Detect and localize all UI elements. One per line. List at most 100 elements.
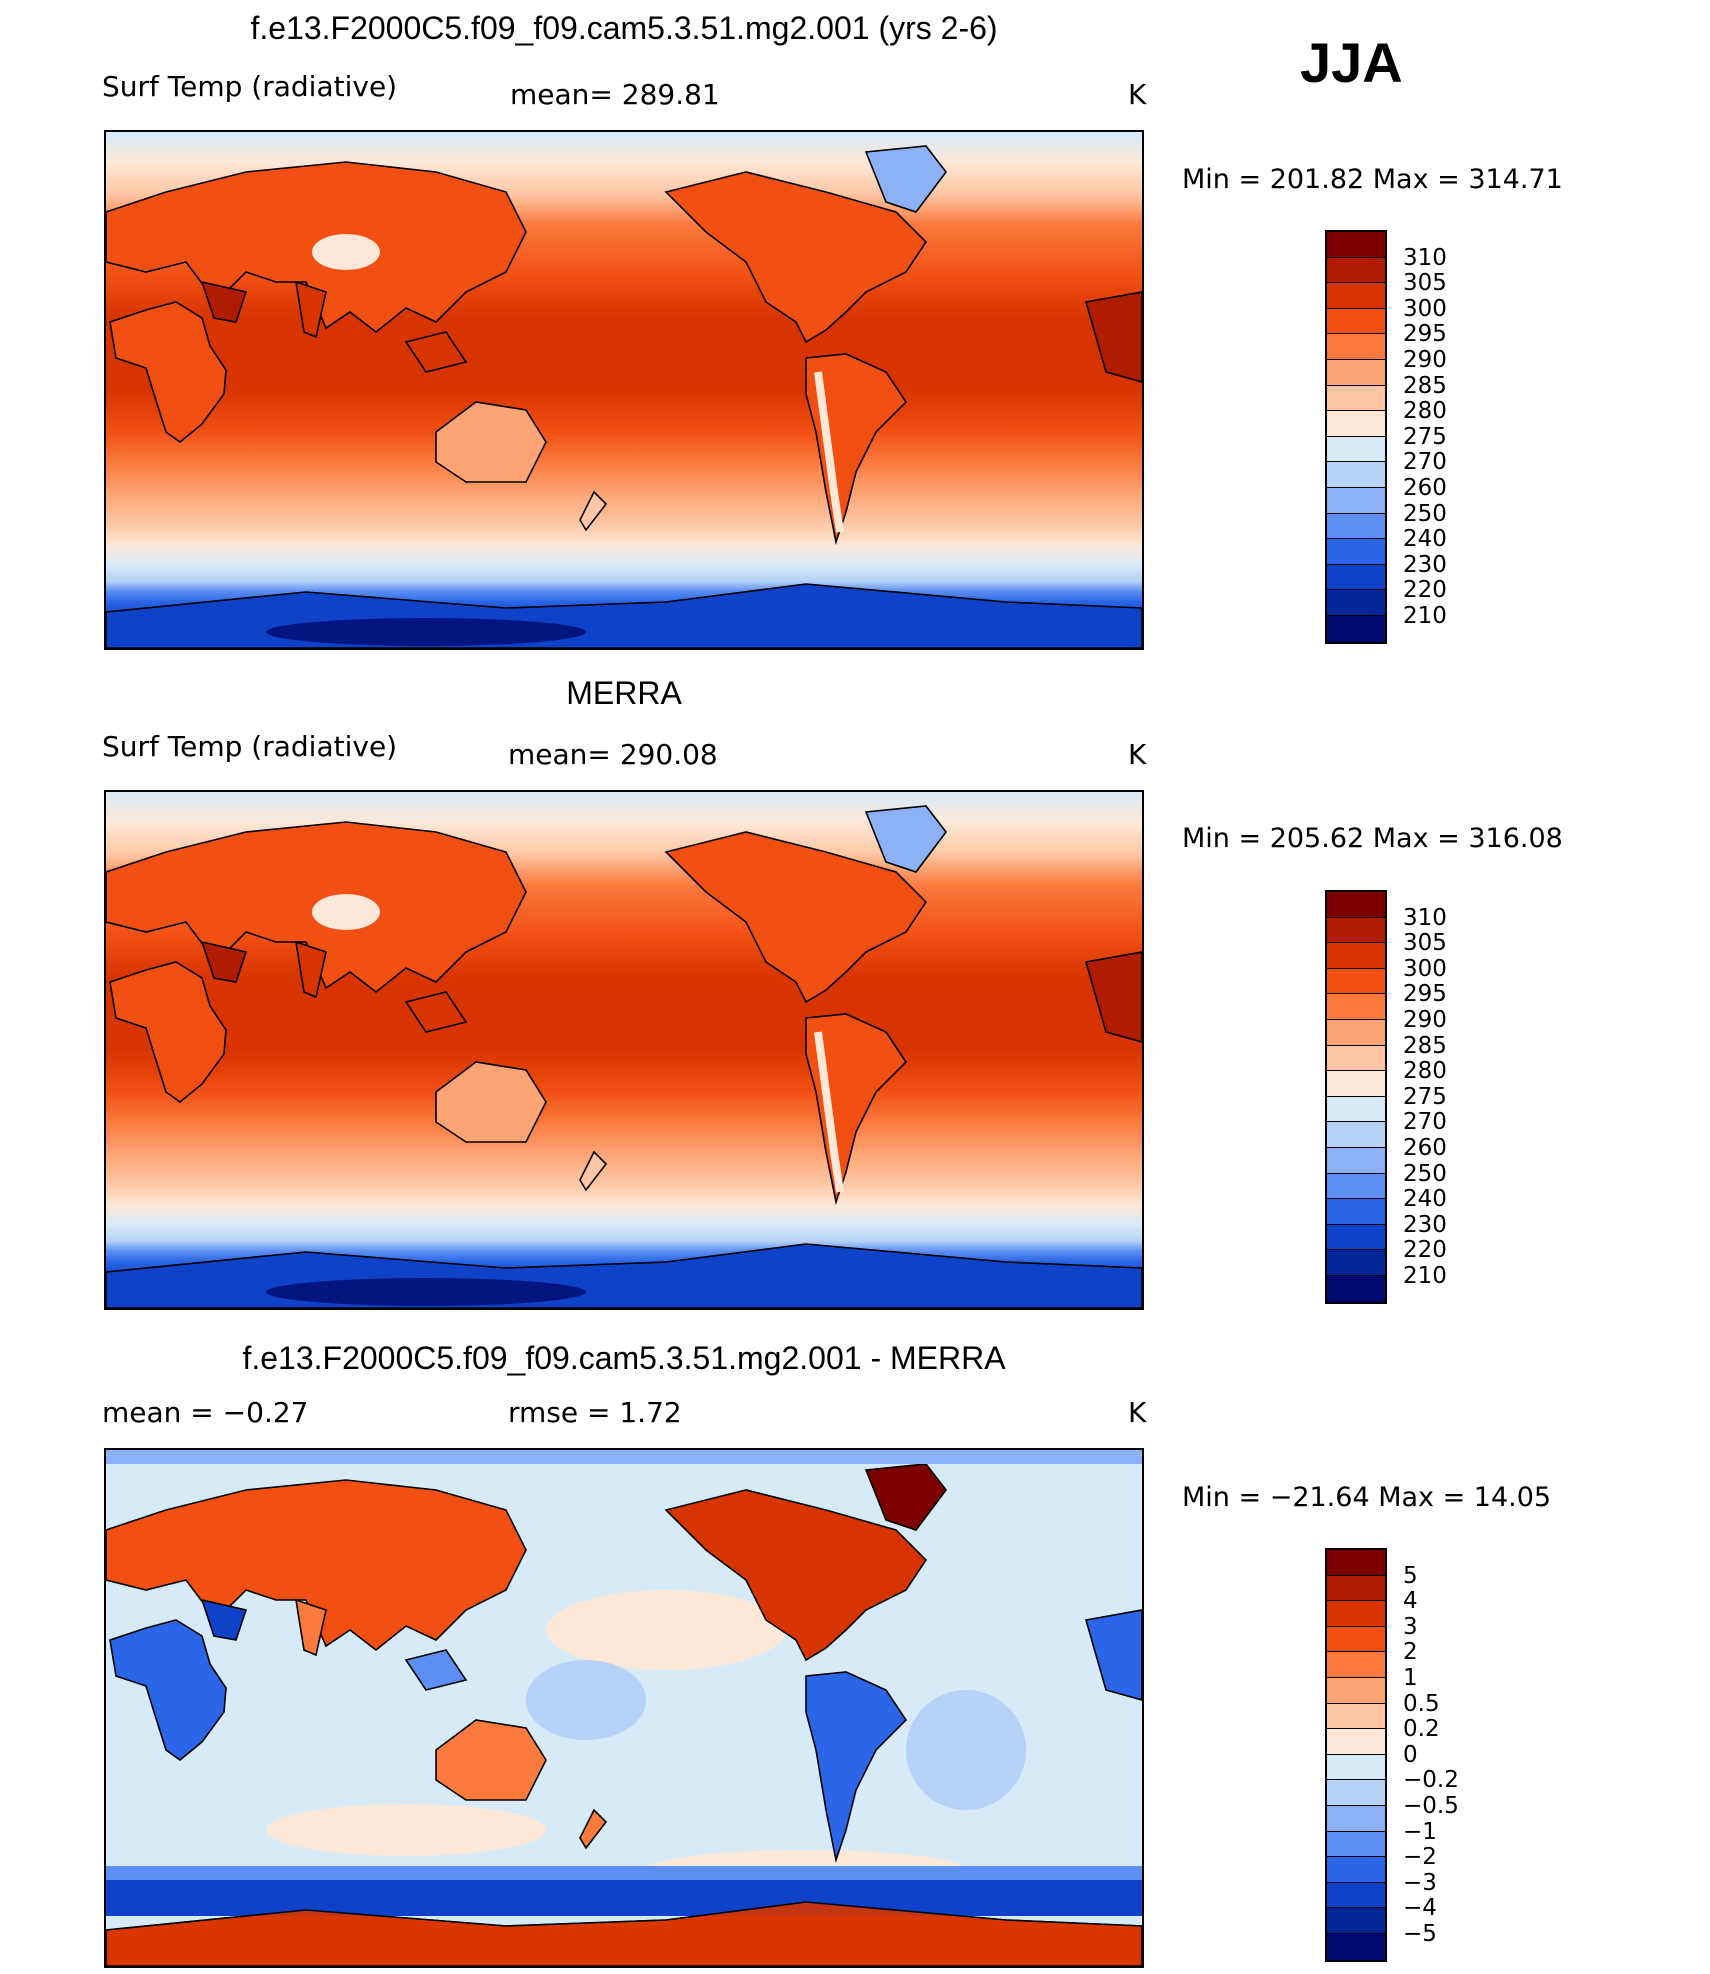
colorbar-label: 4 [1403, 1588, 1418, 1615]
panel1-title: f.e13.F2000C5.f09_f09.cam5.3.51.mg2.001 … [250, 10, 998, 46]
colorbar-label: 250 [1403, 1160, 1447, 1187]
map-field [106, 1450, 1142, 1966]
panel3-colorbar: 5 4 3 2 1 0.5 0.2 0 −0.2 −0.5 −1 −2 −3 −4 −5 [1325, 1548, 1459, 1962]
colorbar-label: 260 [1403, 474, 1447, 501]
panel3-minmax: Min = −21.64 Max = 14.05 [1182, 1482, 1552, 1513]
colorbar-swatch: 300 [1327, 283, 1447, 322]
colorbar-swatch: 250 [1327, 1147, 1447, 1187]
colorbar-swatch: 2 [1327, 1626, 1418, 1665]
colorbar-swatch: 4 [1327, 1575, 1418, 1614]
colorbar-swatch: −5 [1327, 1908, 1437, 1947]
colorbar-label: 0.5 [1403, 1690, 1440, 1717]
colorbar-label: 305 [1403, 270, 1447, 297]
colorbar-label: −5 [1403, 1920, 1437, 1947]
colorbar-swatch: 5 [1327, 1550, 1418, 1589]
colorbar-swatch: 0.2 [1327, 1703, 1440, 1742]
colorbar-swatch [1327, 1933, 1385, 1960]
colorbar-label: 310 [1403, 904, 1447, 931]
colorbar-swatch: 295 [1327, 308, 1447, 347]
colorbar-swatch: 220 [1327, 564, 1447, 603]
panel1-map [104, 130, 1144, 650]
colorbar-swatch: 210 [1327, 1250, 1447, 1289]
colorbar-label: 300 [1403, 955, 1447, 982]
panel2-title: MERRA [566, 675, 682, 711]
colorbar-label: 260 [1403, 1134, 1447, 1161]
colorbar-label: 250 [1403, 500, 1447, 527]
colorbar-label: 230 [1403, 1211, 1447, 1238]
colorbar-label: 220 [1403, 577, 1447, 604]
colorbar-label: 240 [1403, 526, 1447, 553]
colorbar-swatch: 310 [1327, 892, 1447, 931]
colorbar-swatch: −0.5 [1327, 1780, 1459, 1819]
colorbar-label: 2 [1403, 1639, 1418, 1666]
colorbar-label: 210 [1403, 1262, 1447, 1289]
colorbar-label: 295 [1403, 321, 1447, 348]
colorbar-label: −0.2 [1403, 1767, 1459, 1794]
colorbar-label: −0.5 [1403, 1792, 1459, 1819]
colorbar-swatch: 230 [1327, 1199, 1447, 1238]
colorbar-label: 240 [1403, 1186, 1447, 1213]
colorbar-label: 0 [1403, 1741, 1418, 1768]
panel1-colorbar: 310 305 300 295 290 285 280 275 270 260 250 240 230 2… [1325, 230, 1447, 644]
colorbar-label: 5 [1403, 1562, 1418, 1589]
colorbar-label: 280 [1403, 1058, 1447, 1085]
colorbar-label: 285 [1403, 1032, 1447, 1059]
colorbar-swatch: −4 [1327, 1882, 1437, 1921]
colorbar-swatch: 260 [1327, 1122, 1447, 1161]
colorbar-swatch [1327, 1275, 1385, 1302]
colorbar-swatch: 270 [1327, 436, 1447, 475]
colorbar-label: 290 [1403, 346, 1447, 373]
panel2-colorbar: 310 305 300 295 290 285 280 275 270 260 250 240 230 2… [1325, 890, 1447, 1304]
colorbar-label: 290 [1403, 1006, 1447, 1033]
colorbar-label: 270 [1403, 1109, 1447, 1136]
panel3-units: K [1128, 1396, 1147, 1429]
panel3-title: f.e13.F2000C5.f09_f09.cam5.3.51.mg2.001 … [242, 1340, 1006, 1376]
panel2-variable: Surf Temp (radiative) [102, 730, 398, 763]
panel1-variable: Surf Temp (radiative) [102, 70, 398, 103]
colorbar-swatch: 220 [1327, 1224, 1447, 1263]
season-label: JJA [1300, 31, 1403, 94]
panel1-units: K [1128, 78, 1147, 111]
colorbar-swatch: 310 [1327, 232, 1447, 271]
colorbar-label: 220 [1403, 1237, 1447, 1264]
colorbar-label: −2 [1403, 1844, 1437, 1871]
colorbar-swatch: −0.2 [1327, 1754, 1459, 1793]
panel2-map [104, 790, 1144, 1310]
panel2-units: K [1128, 738, 1147, 771]
colorbar-label: 305 [1403, 930, 1447, 957]
colorbar-swatch: 305 [1327, 917, 1447, 956]
map-field [106, 132, 1142, 648]
colorbar-swatch: 240 [1327, 1173, 1447, 1212]
colorbar-label: 230 [1403, 551, 1447, 578]
colorbar-swatch: 1 [1327, 1652, 1418, 1691]
colorbar-swatch: 3 [1327, 1601, 1418, 1640]
colorbar-swatch: −3 [1327, 1857, 1437, 1896]
colorbar-swatch: 250 [1327, 487, 1447, 527]
colorbar-label: −4 [1403, 1895, 1437, 1922]
colorbar-swatch: 230 [1327, 539, 1447, 578]
panel1-minmax: Min = 201.82 Max = 314.71 [1182, 164, 1563, 195]
panel3-map [104, 1448, 1144, 1968]
colorbar-label: 1 [1403, 1664, 1418, 1691]
colorbar-swatch: 290 [1327, 334, 1447, 373]
colorbar-label: −3 [1403, 1869, 1437, 1896]
colorbar-swatch: 275 [1327, 411, 1447, 450]
colorbar-swatch: 0 [1327, 1729, 1418, 1768]
colorbar-swatch: 290 [1327, 994, 1447, 1033]
colorbar-swatch: 270 [1327, 1096, 1447, 1135]
colorbar-label: 210 [1403, 602, 1447, 629]
colorbar-label: 310 [1403, 244, 1447, 271]
colorbar-swatch [1327, 615, 1385, 642]
colorbar-swatch: 210 [1327, 590, 1447, 629]
colorbar-label: 275 [1403, 423, 1447, 450]
colorbar-label: 3 [1403, 1613, 1418, 1640]
colorbar-label: −1 [1403, 1818, 1437, 1845]
colorbar-label: 280 [1403, 398, 1447, 425]
map-field [106, 792, 1142, 1308]
colorbar-swatch: 240 [1327, 513, 1447, 552]
colorbar-label: 285 [1403, 372, 1447, 399]
colorbar-swatch: 295 [1327, 968, 1447, 1007]
colorbar-label: 295 [1403, 981, 1447, 1008]
panel3-mean: mean = −0.27 [102, 1396, 309, 1429]
colorbar-swatch: 305 [1327, 257, 1447, 296]
